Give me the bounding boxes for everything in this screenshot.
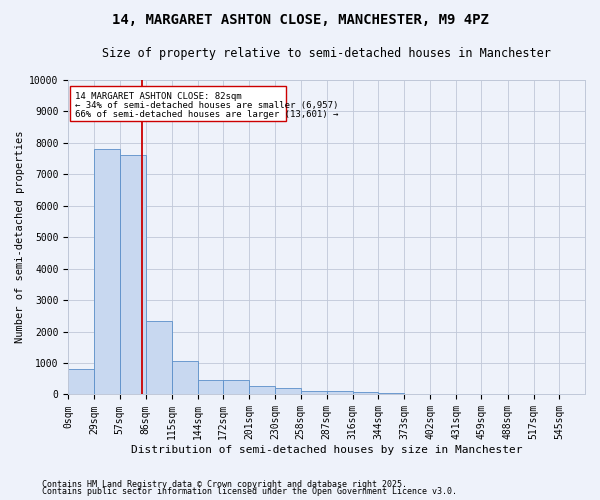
Bar bbox=[198, 380, 223, 394]
Bar bbox=[378, 393, 404, 394]
Bar bbox=[172, 362, 198, 394]
Text: Contains public sector information licensed under the Open Government Licence v3: Contains public sector information licen… bbox=[42, 487, 457, 496]
Text: 14, MARGARET ASHTON CLOSE, MANCHESTER, M9 4PZ: 14, MARGARET ASHTON CLOSE, MANCHESTER, M… bbox=[112, 12, 488, 26]
Bar bbox=[275, 388, 301, 394]
Text: Contains HM Land Registry data © Crown copyright and database right 2025.: Contains HM Land Registry data © Crown c… bbox=[42, 480, 407, 489]
Bar bbox=[94, 149, 119, 394]
X-axis label: Distribution of semi-detached houses by size in Manchester: Distribution of semi-detached houses by … bbox=[131, 445, 523, 455]
Text: 66% of semi-detached houses are larger (13,601) →: 66% of semi-detached houses are larger (… bbox=[74, 110, 338, 119]
Bar bbox=[223, 380, 249, 394]
Bar bbox=[119, 156, 146, 394]
Bar bbox=[68, 370, 94, 394]
Title: Size of property relative to semi-detached houses in Manchester: Size of property relative to semi-detach… bbox=[102, 48, 551, 60]
Bar bbox=[326, 390, 353, 394]
Bar bbox=[146, 320, 172, 394]
Y-axis label: Number of semi-detached properties: Number of semi-detached properties bbox=[15, 131, 25, 344]
Bar bbox=[301, 390, 326, 394]
Bar bbox=[249, 386, 275, 394]
Bar bbox=[353, 392, 378, 394]
FancyBboxPatch shape bbox=[70, 86, 286, 120]
Text: 14 MARGARET ASHTON CLOSE: 82sqm: 14 MARGARET ASHTON CLOSE: 82sqm bbox=[74, 92, 241, 100]
Text: ← 34% of semi-detached houses are smaller (6,957): ← 34% of semi-detached houses are smalle… bbox=[74, 102, 338, 110]
